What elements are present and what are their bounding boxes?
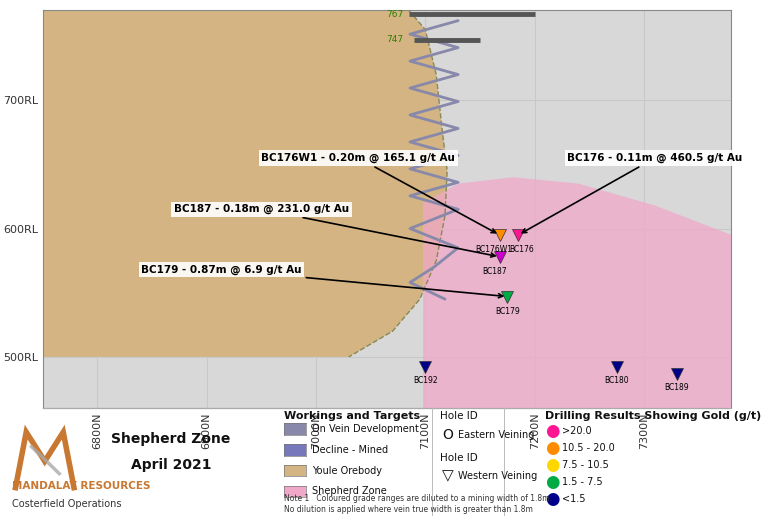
Text: Costerfield Operations: Costerfield Operations bbox=[12, 499, 121, 509]
Text: O: O bbox=[443, 428, 454, 441]
Text: ●: ● bbox=[545, 473, 559, 491]
Text: Note 1   Coloured grade ranges are diluted to a mining width of 1.8m.
No dilutio: Note 1 Coloured grade ranges are diluted… bbox=[284, 495, 552, 514]
Text: BC179 - 0.87m @ 6.9 g/t Au: BC179 - 0.87m @ 6.9 g/t Au bbox=[141, 265, 503, 298]
Polygon shape bbox=[43, 10, 447, 357]
Text: MANDALAY RESOURCES: MANDALAY RESOURCES bbox=[12, 482, 150, 491]
Text: 1.5 - 7.5: 1.5 - 7.5 bbox=[562, 477, 602, 487]
Text: BC176: BC176 bbox=[509, 245, 534, 254]
Text: BC192: BC192 bbox=[413, 376, 437, 385]
Text: BC187: BC187 bbox=[482, 267, 506, 276]
Text: BC176 - 0.11m @ 460.5 g/t Au: BC176 - 0.11m @ 460.5 g/t Au bbox=[522, 153, 743, 232]
Text: On Vein Development: On Vein Development bbox=[312, 424, 419, 434]
Polygon shape bbox=[423, 177, 731, 408]
Text: >20.0: >20.0 bbox=[562, 425, 591, 436]
Text: <1.5: <1.5 bbox=[562, 494, 585, 504]
Text: Shepherd Zone: Shepherd Zone bbox=[312, 486, 387, 497]
Text: 10.5 - 20.0: 10.5 - 20.0 bbox=[562, 443, 615, 453]
Text: BC176W1 - 0.20m @ 165.1 g/t Au: BC176W1 - 0.20m @ 165.1 g/t Au bbox=[261, 153, 496, 233]
Text: Shepherd Zone: Shepherd Zone bbox=[111, 433, 231, 446]
Text: 7.5 - 10.5: 7.5 - 10.5 bbox=[562, 460, 608, 470]
Text: BC176W1: BC176W1 bbox=[475, 245, 513, 254]
Text: ●: ● bbox=[545, 439, 559, 457]
Text: Drilling Results Showing Gold (g/t): Drilling Results Showing Gold (g/t) bbox=[545, 411, 761, 421]
Text: Hole ID: Hole ID bbox=[440, 411, 478, 421]
Text: BC180: BC180 bbox=[605, 376, 629, 385]
Text: 747: 747 bbox=[387, 35, 404, 44]
Text: Hole ID: Hole ID bbox=[440, 452, 478, 463]
Text: BC187 - 0.18m @ 231.0 g/t Au: BC187 - 0.18m @ 231.0 g/t Au bbox=[174, 204, 495, 257]
Text: ●: ● bbox=[545, 456, 559, 474]
Text: 767: 767 bbox=[386, 10, 404, 19]
Text: ●: ● bbox=[545, 422, 559, 439]
Text: Workings and Targets: Workings and Targets bbox=[284, 411, 420, 421]
Text: Decline - Mined: Decline - Mined bbox=[312, 445, 388, 455]
Text: Western Veining: Western Veining bbox=[458, 471, 538, 481]
Text: ▽: ▽ bbox=[442, 469, 454, 483]
Text: BC189: BC189 bbox=[664, 383, 689, 392]
Text: April 2021: April 2021 bbox=[131, 459, 212, 472]
Text: Youle Orebody: Youle Orebody bbox=[312, 465, 382, 476]
Text: Eastern Veining: Eastern Veining bbox=[458, 430, 534, 440]
Text: ●: ● bbox=[545, 490, 559, 508]
Text: BC179: BC179 bbox=[495, 307, 520, 316]
